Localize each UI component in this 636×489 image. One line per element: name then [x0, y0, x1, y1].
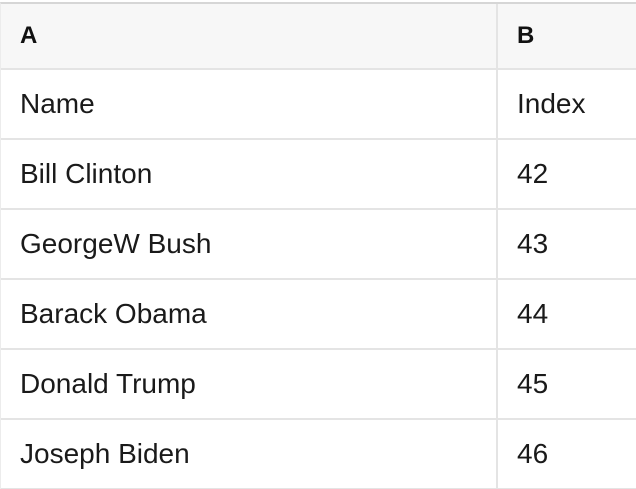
column-header-row: A B [1, 4, 636, 70]
table-row: Name Index [1, 70, 636, 140]
table-row: Donald Trump 45 [1, 350, 636, 420]
cell-a5[interactable]: Donald Trump [1, 350, 498, 418]
cell-b1[interactable]: Index [517, 88, 586, 119]
cell-b4[interactable]: 44 [517, 298, 549, 329]
cell-a6[interactable]: Joseph Biden [1, 420, 498, 488]
cell-b3[interactable]: 43 [517, 228, 549, 259]
cell-b2[interactable]: 42 [517, 158, 549, 189]
table-row: Joseph Biden 46 [1, 420, 636, 489]
table-row: Barack Obama 44 [1, 280, 636, 350]
cell-a1[interactable]: Name [1, 70, 498, 138]
cell-a2[interactable]: Bill Clinton [1, 140, 498, 208]
column-header-a[interactable]: A [1, 4, 498, 68]
column-header-b[interactable]: B [517, 22, 535, 49]
cell-b6[interactable]: 46 [517, 438, 549, 469]
cell-b5[interactable]: 45 [517, 368, 549, 399]
table-row: GeorgeW Bush 43 [1, 210, 636, 280]
cell-a3[interactable]: GeorgeW Bush [1, 210, 498, 278]
table-row: Bill Clinton 42 [1, 140, 636, 210]
cell-a4[interactable]: Barack Obama [1, 280, 498, 348]
